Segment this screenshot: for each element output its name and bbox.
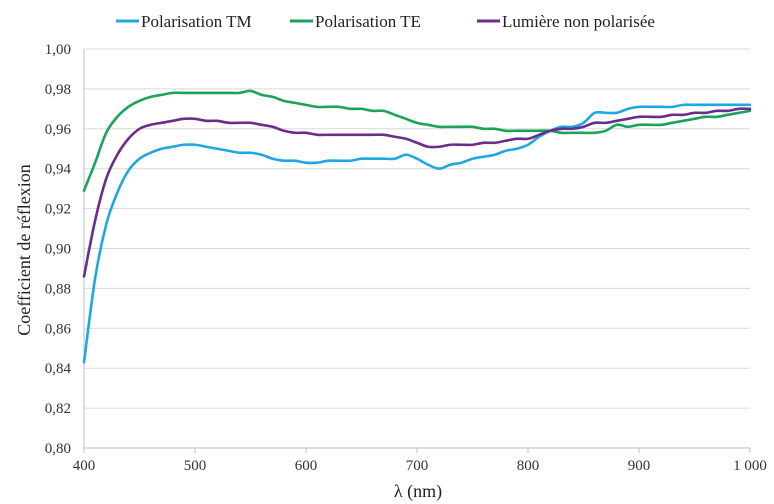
- legend-label-lumiere-non-polarisee: Lumière non polarisée: [502, 12, 655, 31]
- y-tick-label: 1,00: [45, 42, 71, 58]
- legend: Polarisation TM Polarisation TE Lumière no…: [116, 12, 655, 31]
- x-tick-label: 900: [628, 458, 651, 474]
- y-axis-title: Coefficient de réflexion: [14, 164, 34, 336]
- y-tick-label: 0,86: [45, 321, 72, 337]
- y-tick-label: 0,94: [45, 162, 72, 178]
- y-tick-label: 0,80: [45, 441, 71, 457]
- gridlines: [84, 48, 750, 409]
- legend-label-polarisation-te: Polarisation TE: [315, 12, 421, 31]
- y-tick-labels: 0,80 0,82 0,84 0,86 0,88 0,90 0,92 0,94 0,96 0,98…: [45, 42, 72, 457]
- x-tick-label: 1 000: [733, 458, 767, 474]
- x-tick-label: 600: [295, 458, 318, 474]
- x-axis-title: λ (nm): [394, 481, 442, 502]
- legend-label-polarisation-tm: Polarisation TM: [141, 12, 252, 31]
- x-tick-label: 800: [517, 458, 540, 474]
- x-tick-labels: 400 500 600 700 800 900 1 000: [73, 458, 767, 474]
- y-tick-label: 0,88: [45, 281, 71, 297]
- y-tick-label: 0,84: [45, 361, 72, 377]
- y-tick-label: 0,96: [45, 122, 72, 138]
- y-tick-label: 0,98: [45, 82, 71, 98]
- y-tick-label: 0,82: [45, 401, 71, 417]
- series-line-polarisation-tm: [82, 103, 752, 364]
- series-line-polarisation-te: [82, 89, 752, 192]
- series-line-lumiere-non-polarisee: [82, 107, 752, 278]
- axes: [83, 49, 751, 453]
- x-tick-label: 700: [406, 458, 429, 474]
- x-tick-label: 500: [184, 458, 207, 474]
- series-lines: [82, 89, 752, 364]
- x-tick-label: 400: [73, 458, 96, 474]
- y-tick-label: 0,90: [45, 242, 71, 258]
- y-tick-label: 0,92: [45, 202, 71, 218]
